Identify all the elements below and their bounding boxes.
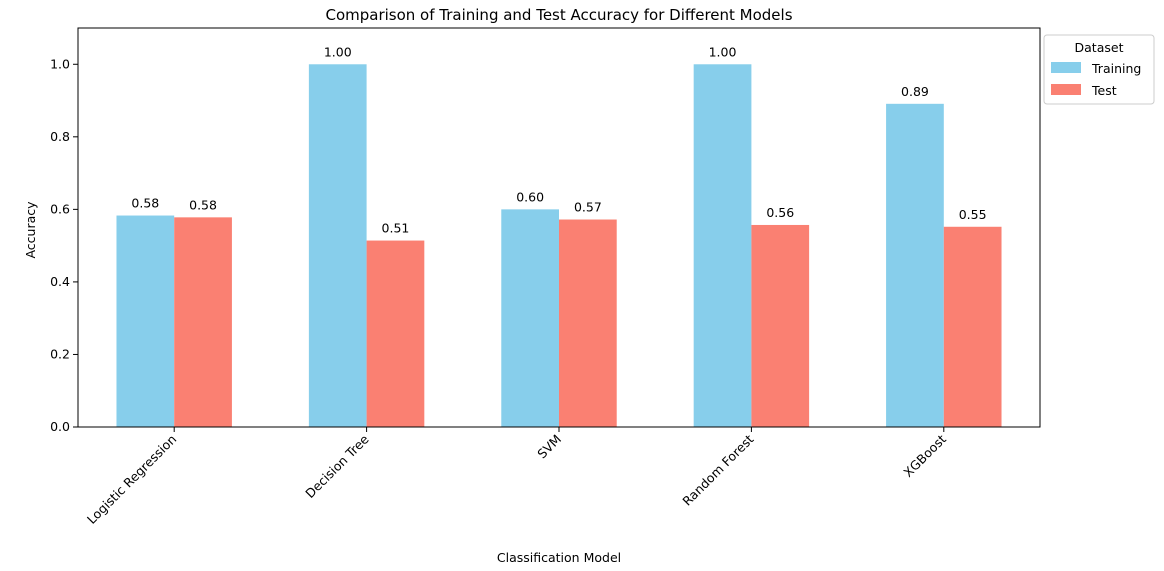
x-axis-label: Classification Model <box>497 550 621 565</box>
bar-value-label: 1.00 <box>324 44 352 59</box>
bar-value-label: 0.58 <box>189 197 217 212</box>
x-axis-ticks: Logistic Regression Decision Tree SVM Rando… <box>84 427 949 527</box>
bar-training <box>116 215 175 427</box>
x-tick-label: Decision Tree <box>302 431 372 501</box>
x-tick-label: Logistic Regression <box>84 432 179 527</box>
x-tick-label: Random Forest <box>679 431 756 508</box>
y-axis-label: Accuracy <box>23 201 38 259</box>
legend-title: Dataset <box>1075 40 1124 55</box>
plot-area-frame <box>77 27 1041 428</box>
legend-label-training: Training <box>1091 61 1141 76</box>
bar-value-labels: 0.58 0.58 1.00 0.51 0.60 0.57 1.00 0.56 0.89 0.55 <box>131 44 986 235</box>
x-tick-label: SVM <box>534 432 564 462</box>
bar-test <box>366 240 425 427</box>
bar-value-label: 0.55 <box>959 207 987 222</box>
bar-value-label: 0.56 <box>766 205 794 220</box>
y-tick-label: 1.0 <box>50 56 70 71</box>
bar-test <box>559 219 617 427</box>
y-tick-label: 0.0 <box>50 419 70 434</box>
legend-swatch-test <box>1051 84 1081 95</box>
bar-training <box>501 209 559 427</box>
bar-training <box>693 64 752 427</box>
bar-test <box>751 224 810 427</box>
bars-group <box>116 64 1002 427</box>
legend-label-test: Test <box>1091 83 1117 98</box>
y-tick-label: 0.8 <box>50 129 70 144</box>
bar-test <box>174 217 232 427</box>
bar-training <box>886 103 944 427</box>
bar-training <box>308 64 367 427</box>
y-axis-ticks: 0.0 0.2 0.4 0.6 0.8 1.0 <box>50 56 78 434</box>
legend: Dataset Training Test <box>1043 34 1155 105</box>
bar-value-label: 0.60 <box>516 189 544 204</box>
y-tick-label: 0.4 <box>50 274 70 289</box>
bar-value-label: 0.51 <box>382 221 410 236</box>
bar-value-label: 1.00 <box>709 44 737 59</box>
y-tick-label: 0.2 <box>50 346 70 361</box>
bar-value-label: 0.57 <box>574 200 602 215</box>
x-tick-label: XGBoost <box>900 431 949 480</box>
chart-title: Comparison of Training and Test Accuracy… <box>325 6 792 24</box>
bar-value-label: 0.58 <box>131 196 159 211</box>
legend-swatch-training <box>1051 62 1081 73</box>
bar-test <box>943 226 1002 427</box>
bar-value-label: 0.89 <box>901 84 929 99</box>
y-tick-label: 0.6 <box>50 201 70 216</box>
